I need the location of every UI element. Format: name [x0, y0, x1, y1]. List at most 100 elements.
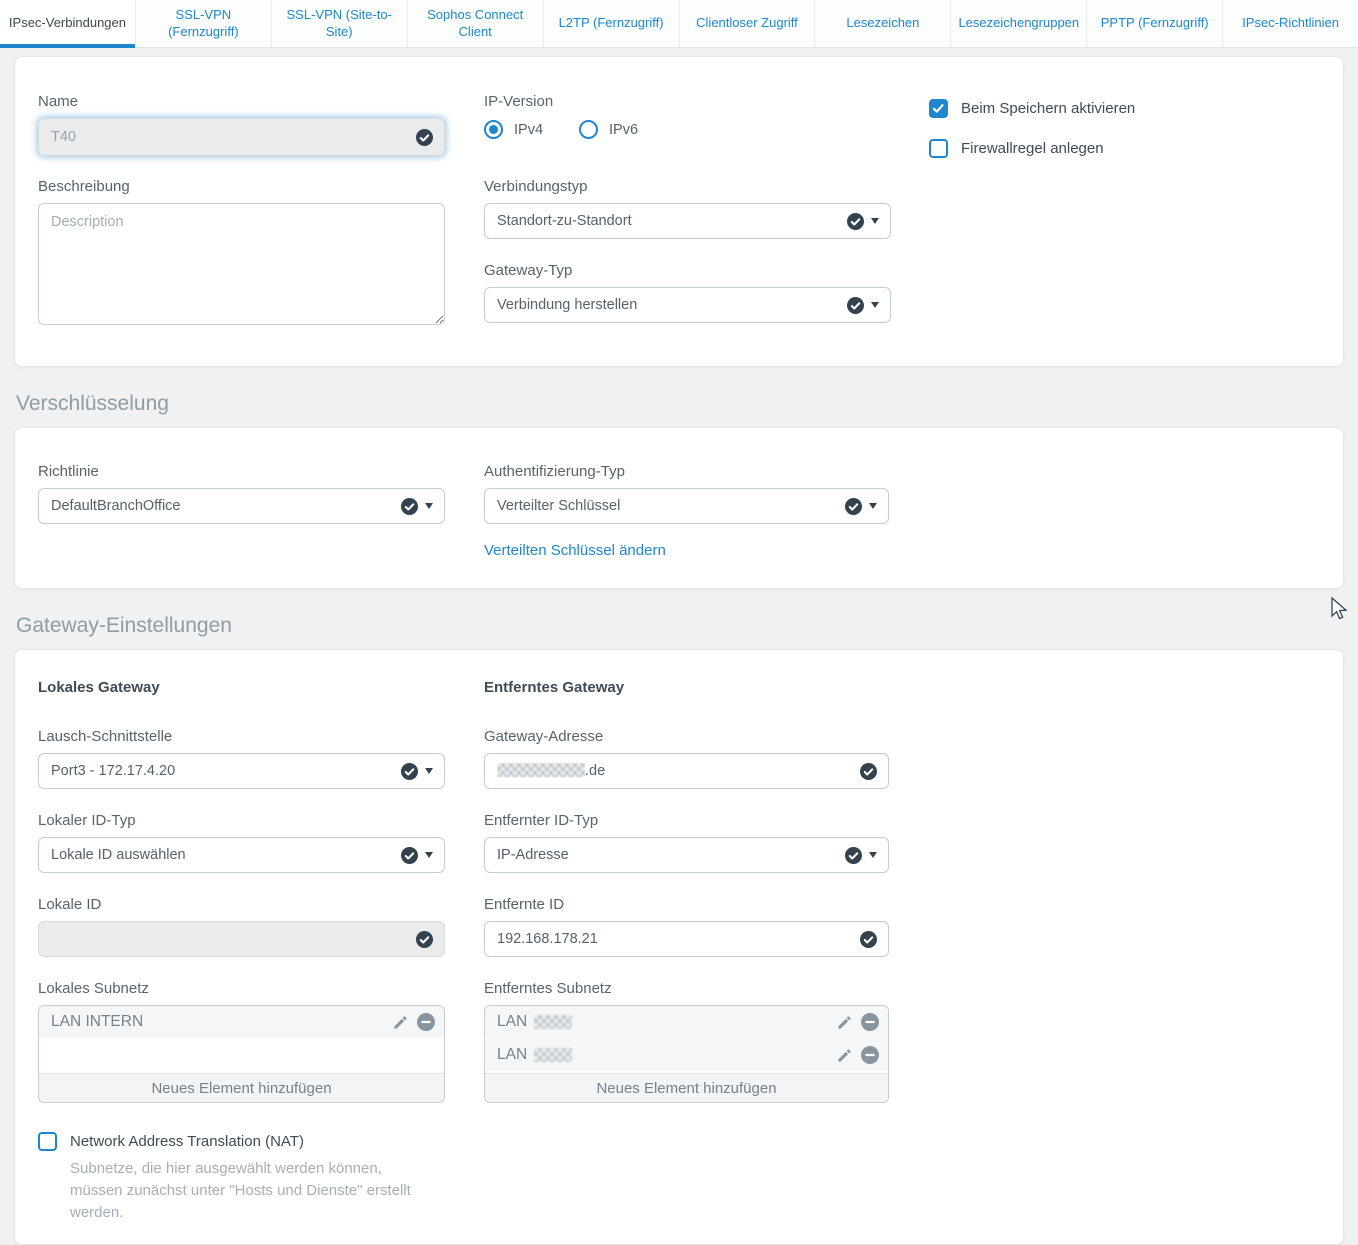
gateway-section-title: Gateway-Einstellungen [16, 614, 232, 637]
connection-type-group: Verbindungstyp Standort-zu-Standort [484, 178, 929, 239]
ipv6-radio-label: IPv6 [609, 121, 639, 138]
tab-ipsec-verbindungen[interactable]: IPsec-Verbindungen [0, 0, 136, 48]
subnet-list-body: LAN INTERN [39, 1006, 444, 1073]
remote-id-group: Entfernte ID 192.168.178.21 [484, 896, 1320, 957]
name-group: Name T40 [38, 93, 484, 156]
encryption-col-right: Authentifizierung-Typ Verteilter Schlüss… [484, 463, 1320, 560]
policy-group: Richtlinie DefaultBranchOffice [38, 463, 484, 524]
policy-select[interactable]: DefaultBranchOffice [38, 488, 445, 524]
remote-id-type-select[interactable]: IP-Adresse [484, 837, 889, 873]
local-id-type-value: Lokale ID auswählen [51, 847, 186, 863]
connection-type-select[interactable]: Standort-zu-Standort [484, 203, 891, 239]
tab-lesezeichen[interactable]: Lesezeichen [815, 0, 952, 47]
auth-type-select[interactable]: Verteilter Schlüssel [484, 488, 889, 524]
tab-ipsec-richtlinien[interactable]: IPsec-Richtlinien [1223, 0, 1358, 47]
ip-version-group: IP-Version IPv4 IPv6 [484, 93, 929, 156]
name-label: Name [38, 93, 79, 110]
gateway-address-value: .de [497, 763, 852, 779]
tab-label: Clientloser Zugriff [696, 15, 798, 31]
tab-ssl-vpn-fernzugriff[interactable]: SSL-VPN (Fernzugriff) [135, 0, 272, 47]
tab-label: Lesezeichengruppen [958, 15, 1080, 31]
add-item-button[interactable]: Neues Element hinzufügen [485, 1073, 888, 1102]
valid-check-icon [401, 846, 418, 864]
general-col-right: Beim Speichern aktivieren Firewallregel … [929, 93, 1320, 348]
tab-l2tp-fernzugriff[interactable]: L2TP (Fernzugriff) [543, 0, 680, 47]
gateway-address-label: Gateway-Adresse [484, 728, 604, 745]
nat-row: Network Address Translation (NAT) Subnet… [38, 1132, 484, 1224]
edit-item-button[interactable] [392, 1014, 409, 1031]
local-id-type-label: Lokaler ID-Typ [38, 812, 136, 829]
gateway-address-group: Gateway-Adresse .de [484, 728, 1320, 789]
name-input[interactable]: T40 [38, 118, 445, 156]
nat-help-text: Subnetze, die hier ausgewählt werden kön… [70, 1160, 411, 1221]
activate-on-save-row: Beim Speichern aktivieren [929, 99, 1320, 118]
listening-interface-select[interactable]: Port3 - 172.17.4.20 [38, 753, 445, 789]
remote-id-type-label: Entfernter ID-Typ [484, 812, 599, 829]
tab-label: Lesezeichen [846, 15, 920, 31]
remote-id-input[interactable]: 192.168.178.21 [484, 921, 889, 957]
encryption-section-title: Verschlüsselung [16, 392, 169, 415]
local-subnet-group: Lokales Subnetz LAN INTERN Neues Element … [38, 980, 484, 1103]
remove-minus-icon [861, 1013, 879, 1031]
edit-item-button[interactable] [836, 1014, 853, 1031]
gateway-type-select[interactable]: Verbindung herstellen [484, 287, 891, 323]
redacted-text [534, 1048, 573, 1062]
subnet-list-item: LAN [485, 1039, 888, 1072]
tab-ssl-vpn-site-to-site[interactable]: SSL-VPN (Site-to-Site) [271, 0, 408, 47]
tab-lesezeichengruppen[interactable]: Lesezeichengruppen [951, 0, 1088, 47]
tab-clientloser-zugriff[interactable]: Clientloser Zugriff [679, 0, 816, 47]
description-textarea[interactable] [38, 203, 445, 325]
subnet-item-label: LAN [497, 1046, 528, 1063]
listening-interface-group: Lausch-Schnittstelle Port3 - 172.17.4.20 [38, 728, 484, 789]
chevron-down-icon [869, 503, 877, 509]
local-id-group: Lokale ID [38, 896, 484, 957]
gateway-type-group: Gateway-Typ Verbindung herstellen [484, 262, 929, 323]
change-psk-link[interactable]: Verteilten Schlüssel ändern [484, 542, 666, 559]
remote-subnet-group: Entferntes Subnetz LAN LAN Neues Element h… [484, 980, 1320, 1103]
edit-item-button[interactable] [836, 1047, 853, 1064]
listening-interface-label: Lausch-Schnittstelle [38, 728, 173, 745]
valid-check-icon [847, 296, 864, 314]
valid-check-icon [845, 846, 862, 864]
ipv6-radio[interactable] [579, 120, 599, 139]
activate-on-save-label: Beim Speichern aktivieren [961, 100, 1136, 117]
chevron-down-icon [871, 302, 879, 308]
ipv4-radio-label: IPv4 [514, 121, 544, 138]
remove-item-button[interactable] [417, 1013, 435, 1031]
remote-gateway-column: Entferntes Gateway Gateway-Adresse .de E… [484, 678, 1320, 1224]
remove-item-button[interactable] [861, 1046, 879, 1064]
auth-type-value: Verteilter Schlüssel [497, 498, 621, 514]
chevron-down-icon [425, 768, 433, 774]
create-firewall-rule-checkbox[interactable] [929, 139, 948, 158]
activate-on-save-checkbox[interactable] [929, 99, 948, 118]
add-item-button[interactable]: Neues Element hinzufügen [39, 1073, 444, 1102]
tab-label: PPTP (Fernzugriff) [1100, 15, 1209, 31]
description-label: Beschreibung [38, 178, 130, 195]
policy-label: Richtlinie [38, 463, 99, 480]
tab-label: SSL-VPN (Site-to-Site) [286, 7, 392, 39]
tab-pptp-fernzugriff[interactable]: PPTP (Fernzugriff) [1087, 0, 1224, 47]
local-id-input[interactable] [38, 921, 445, 957]
listening-interface-value: Port3 - 172.17.4.20 [51, 763, 176, 779]
local-gateway-column: Lokales Gateway Lausch-Schnittstelle Por… [38, 678, 484, 1224]
nat-label: Network Address Translation (NAT) [70, 1133, 304, 1150]
connection-type-label: Verbindungstyp [484, 178, 588, 195]
auth-type-label: Authentifizierung-Typ [484, 463, 625, 480]
tab-sophos-connect-client[interactable]: Sophos Connect Client [407, 0, 544, 47]
remove-minus-icon [417, 1013, 435, 1031]
remove-item-button[interactable] [861, 1013, 879, 1031]
subnet-item-label: LAN [497, 1013, 528, 1030]
local-id-label: Lokale ID [38, 896, 102, 913]
gateway-address-input[interactable]: .de [484, 753, 889, 789]
tab-label: IPsec-Richtlinien [1242, 15, 1340, 31]
subnet-list-body: LAN LAN [485, 1006, 888, 1073]
remote-subnet-list: LAN LAN Neues Element hinzufügen [484, 1005, 889, 1103]
redacted-text [497, 763, 585, 777]
policy-value: DefaultBranchOffice [51, 498, 181, 514]
valid-check-icon [847, 212, 864, 230]
remote-id-type-group: Entfernter ID-Typ IP-Adresse [484, 812, 1320, 873]
valid-check-icon [401, 497, 418, 515]
nat-checkbox[interactable] [38, 1132, 57, 1151]
local-id-type-select[interactable]: Lokale ID auswählen [38, 837, 445, 873]
ipv4-radio[interactable] [484, 120, 503, 139]
